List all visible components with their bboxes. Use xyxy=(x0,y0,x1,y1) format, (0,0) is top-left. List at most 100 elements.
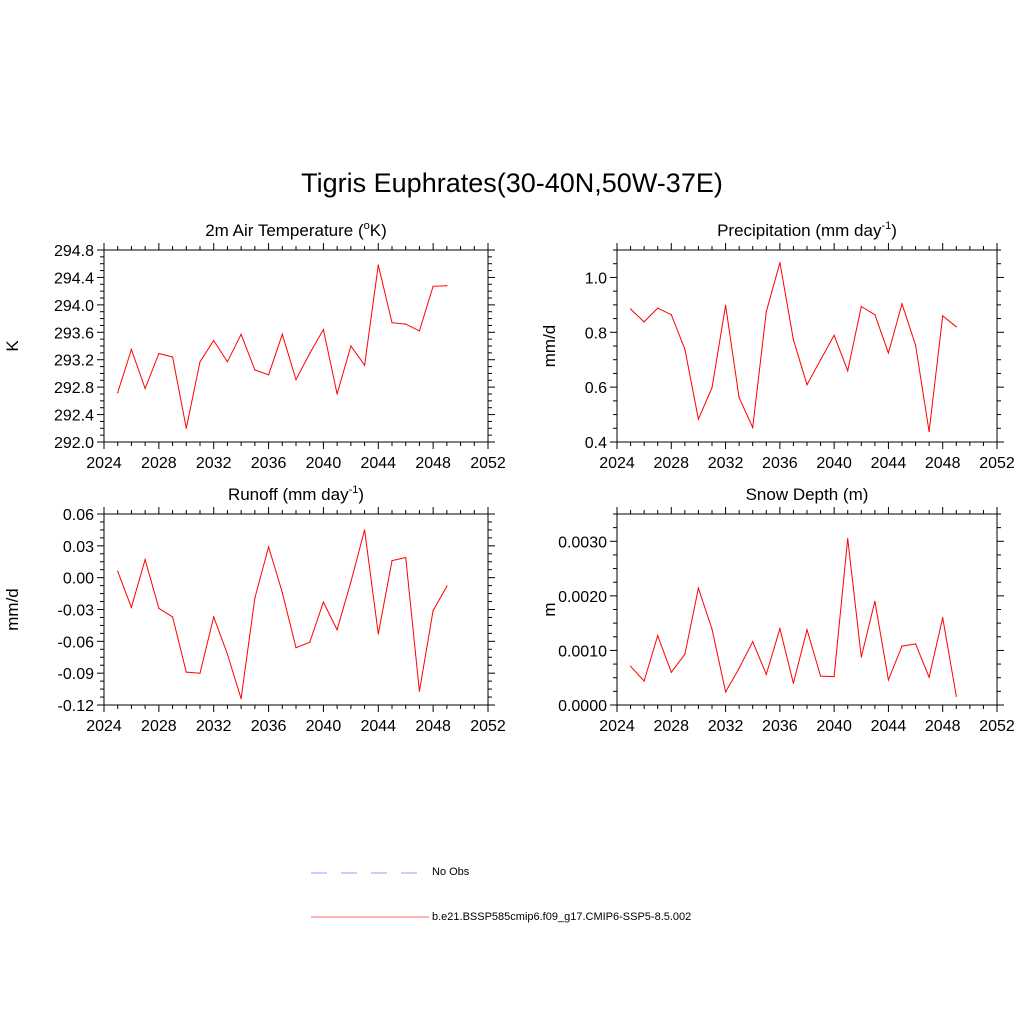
panel-title: Precipitation (mm day-1) xyxy=(717,220,897,240)
data-point xyxy=(724,304,727,307)
legend-label-model: b.e21.BSSP585cmip6.f09_g17.CMIP6-SSP5-8.… xyxy=(432,911,692,923)
panel-title: Snow Depth (m) xyxy=(746,485,869,504)
data-point xyxy=(887,352,890,354)
series-line xyxy=(630,538,957,697)
data-point xyxy=(446,285,448,287)
x-tick-label: 2052 xyxy=(470,455,506,472)
data-point xyxy=(847,537,849,540)
y-tick-label: -0.06 xyxy=(58,634,95,651)
data-point xyxy=(432,609,434,612)
data-point xyxy=(309,352,311,355)
data-point xyxy=(942,617,944,619)
legend-swatch-no-obs xyxy=(311,872,421,874)
data-point xyxy=(901,303,903,305)
data-point xyxy=(295,647,297,649)
data-point xyxy=(955,695,957,697)
data-point xyxy=(117,570,119,572)
data-point xyxy=(405,323,407,325)
data-point xyxy=(847,370,849,372)
data-point xyxy=(391,560,393,562)
data-point xyxy=(281,333,283,335)
data-point xyxy=(254,597,256,599)
x-tick-label: 2048 xyxy=(925,718,961,735)
panel-2: 2024 2028 2032 2036 2040 2044 2048 2052 -0.12 -0.… xyxy=(3,484,506,735)
x-tick-label: 2036 xyxy=(251,455,287,472)
data-point xyxy=(377,264,379,266)
x-tick-label: 2036 xyxy=(762,718,798,735)
y-tick-label: 293.2 xyxy=(54,353,94,370)
x-tick-label: 2036 xyxy=(762,455,798,472)
data-point xyxy=(281,591,283,594)
x-tick-label: 2028 xyxy=(653,718,689,735)
data-point xyxy=(267,374,270,376)
data-point xyxy=(670,671,672,673)
y-axis-label: K xyxy=(3,340,22,352)
data-point xyxy=(432,285,434,287)
data-point xyxy=(405,556,407,559)
x-tick-label: 2024 xyxy=(599,455,635,472)
y-tick-label: 0.06 xyxy=(63,507,94,524)
panel-title: Runoff (mm day-1) xyxy=(228,484,364,504)
data-point xyxy=(928,430,930,433)
x-tick-label: 2032 xyxy=(708,718,744,735)
y-axis-label: m xyxy=(540,602,559,616)
data-point xyxy=(295,379,297,381)
data-point xyxy=(942,315,944,317)
plot-frame xyxy=(616,249,998,443)
data-point xyxy=(226,653,229,655)
data-point xyxy=(833,676,835,678)
series-line xyxy=(117,529,448,699)
y-tick-label: 292.0 xyxy=(54,435,94,452)
panel-3: 2024 2028 2032 2036 2040 2044 2048 2052 0.0000 0.… xyxy=(540,485,1015,735)
data-point xyxy=(185,671,187,673)
main-title: Tigris Euphrates(30-40N,50W-37E) xyxy=(301,168,723,198)
data-point xyxy=(185,427,187,429)
data-point xyxy=(336,629,338,631)
x-tick-label: 2052 xyxy=(470,718,506,735)
series-line xyxy=(630,262,957,432)
data-point xyxy=(792,682,795,684)
data-point xyxy=(914,643,917,645)
data-point xyxy=(697,587,700,589)
data-point xyxy=(792,339,795,341)
y-tick-label: -0.09 xyxy=(58,666,95,683)
x-tick-label: 2044 xyxy=(360,455,396,472)
data-point xyxy=(819,675,822,677)
data-point xyxy=(711,387,713,389)
data-point xyxy=(199,361,201,363)
x-tick-label: 2024 xyxy=(86,718,122,735)
y-tick-label: 0.0020 xyxy=(558,589,607,606)
data-point xyxy=(322,328,325,331)
data-point xyxy=(874,600,876,602)
x-tick-label: 2028 xyxy=(653,455,689,472)
y-tick-label: 0.4 xyxy=(585,435,607,452)
y-tick-label: 292.8 xyxy=(54,380,94,397)
data-point xyxy=(309,641,311,643)
data-point xyxy=(144,387,146,390)
data-point xyxy=(657,635,659,637)
data-point xyxy=(955,326,957,328)
y-tick-label: 0.0010 xyxy=(558,643,607,660)
series-line xyxy=(117,264,447,429)
data-point xyxy=(752,426,754,429)
x-tick-label: 2040 xyxy=(306,718,342,735)
data-point xyxy=(391,322,393,324)
data-point xyxy=(377,633,379,635)
x-tick-label: 2036 xyxy=(251,718,287,735)
x-tick-label: 2048 xyxy=(415,718,451,735)
y-tick-label: 0.6 xyxy=(585,380,607,397)
data-point xyxy=(806,629,808,631)
data-point xyxy=(322,601,325,603)
x-tick-label: 2032 xyxy=(196,718,232,735)
data-point xyxy=(213,616,215,618)
y-tick-label: 0.00 xyxy=(63,571,94,588)
data-point xyxy=(833,334,835,336)
data-point xyxy=(350,581,352,583)
x-tick-label: 2052 xyxy=(979,455,1015,472)
data-point xyxy=(860,305,862,308)
data-point xyxy=(697,418,700,420)
data-point xyxy=(158,352,160,355)
plot-frame xyxy=(103,249,489,443)
data-point xyxy=(254,369,256,371)
y-tick-label: 294.4 xyxy=(54,270,94,287)
